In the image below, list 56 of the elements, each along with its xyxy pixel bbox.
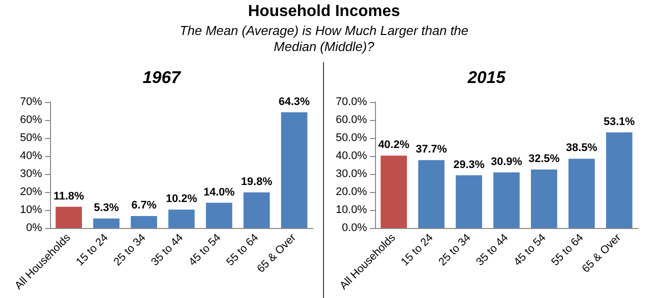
bar [530, 170, 558, 228]
bar [130, 216, 158, 228]
data-label: 5.3% [94, 202, 120, 214]
y-tick-label: 60.0% [336, 114, 368, 126]
y-tick-label: 30% [20, 168, 42, 180]
x-tick-label: 45 to 54 [186, 232, 224, 268]
y-tick-label: 10% [20, 204, 42, 216]
x-tick-label: 45 to 54 [512, 232, 548, 268]
y-tick-label: 60% [20, 114, 42, 126]
bar [93, 218, 120, 228]
data-label: 64.3% [278, 96, 310, 108]
bar [168, 210, 195, 228]
y-tick-label: 20.0% [336, 186, 368, 198]
bar [243, 192, 270, 228]
data-label: 29.3% [453, 158, 485, 171]
y-tick-label: 0% [26, 222, 42, 234]
bar [380, 156, 407, 228]
bar [493, 172, 520, 228]
y-tick-label: 20% [20, 186, 42, 198]
bar [56, 206, 82, 228]
data-label: 53.1% [604, 116, 636, 128]
x-tick-label: 35 to 44 [474, 232, 511, 268]
bar [281, 112, 308, 228]
x-tick-label: 25 to 34 [436, 232, 474, 268]
y-tick-label: 30.0% [336, 168, 368, 180]
bar [206, 202, 232, 228]
data-label: 10.2% [166, 193, 198, 206]
x-tick-label: 35 to 44 [149, 232, 186, 268]
y-tick-label: 50% [20, 132, 42, 144]
y-tick-label: 10.0% [336, 204, 368, 216]
bar [418, 160, 445, 228]
bar [568, 158, 595, 228]
bar [606, 132, 632, 228]
data-label: 30.9% [490, 156, 522, 168]
data-label: 19.8% [241, 176, 272, 188]
x-tick-label: 15 to 24 [399, 232, 436, 268]
data-label: 14.0% [203, 186, 235, 198]
y-tick-label: 40% [20, 150, 42, 162]
y-tick-label: 50.0% [336, 132, 368, 144]
chart-title: 1967 [142, 68, 182, 87]
text: Household Incomes [246, 3, 402, 21]
data-label: 40.2% [378, 139, 410, 152]
y-tick-label: 40.0% [336, 150, 368, 162]
chart-title: 2015 [466, 68, 506, 87]
data-label: 32.5% [528, 153, 560, 165]
y-tick-label: 70% [20, 96, 42, 108]
x-tick-label: 25 to 34 [112, 232, 148, 268]
data-label: 38.5% [566, 142, 598, 154]
y-tick-label: 70.0% [336, 96, 368, 108]
data-label: 11.8% [53, 190, 84, 202]
bar [456, 175, 482, 228]
data-label: 6.7% [131, 199, 157, 212]
x-tick-label: 15 to 24 [74, 232, 111, 268]
text: The Mean (Average) is How Much Larger than the Median (Middle)? [179, 23, 469, 55]
y-tick-label: 0.0% [342, 222, 368, 234]
data-label: 37.7% [416, 144, 448, 156]
